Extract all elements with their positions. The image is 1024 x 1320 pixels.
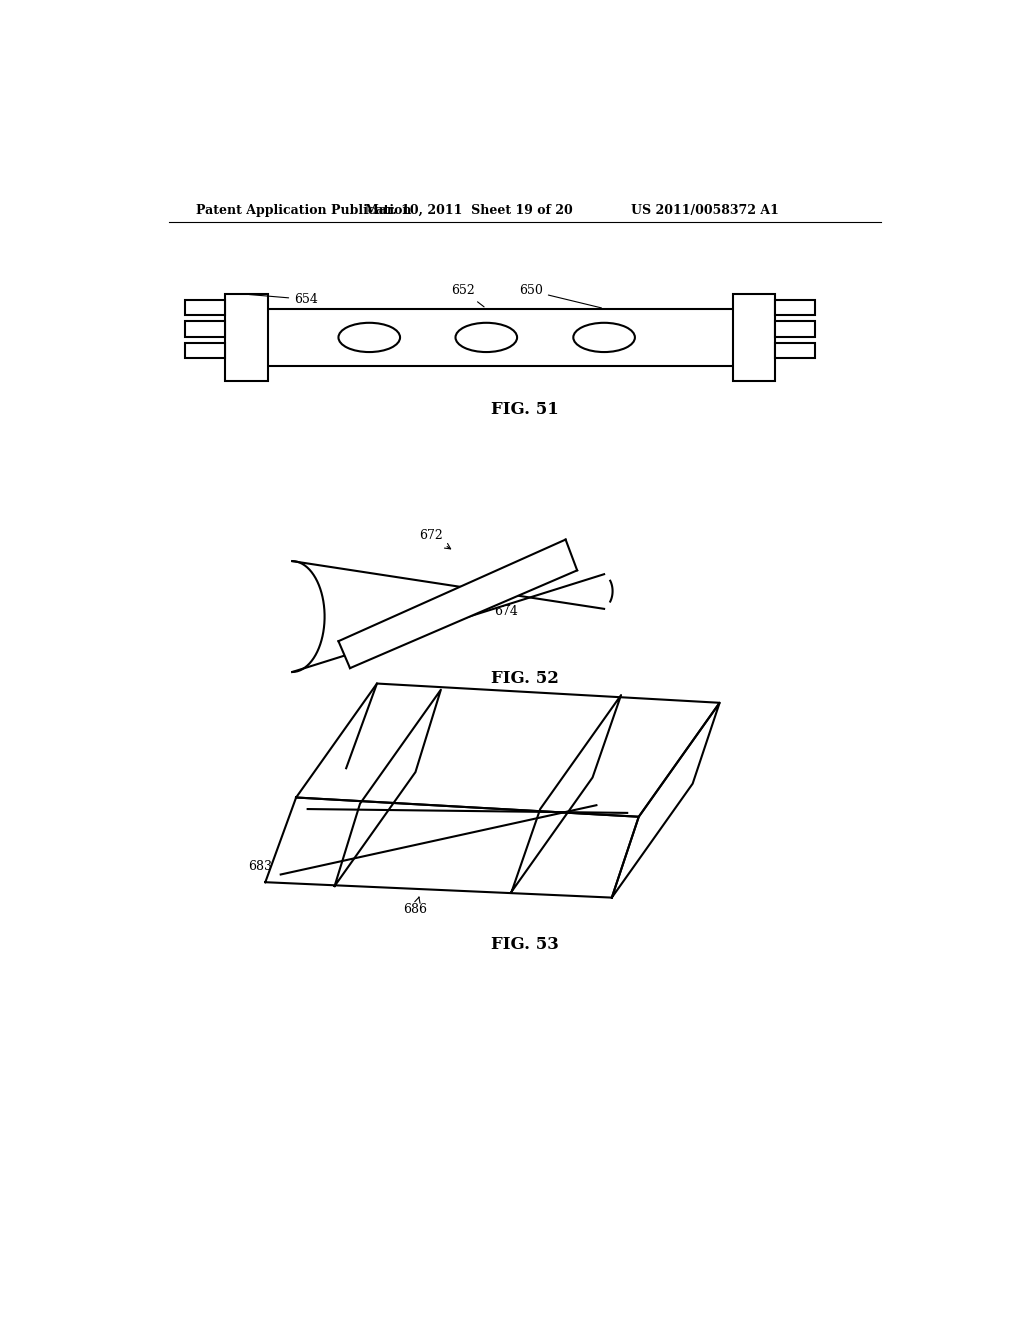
Text: 683: 683 (248, 861, 272, 874)
Polygon shape (265, 797, 639, 898)
Text: FIG. 51: FIG. 51 (490, 401, 559, 418)
Text: 678: 678 (336, 760, 361, 788)
Text: US 2011/0058372 A1: US 2011/0058372 A1 (631, 205, 779, 218)
Polygon shape (292, 561, 604, 672)
Text: 656: 656 (202, 319, 225, 338)
Text: 682: 682 (587, 743, 612, 768)
Text: 652: 652 (452, 284, 484, 306)
Ellipse shape (456, 323, 517, 352)
Text: FIG. 52: FIG. 52 (490, 671, 559, 688)
Text: Mar. 10, 2011  Sheet 19 of 20: Mar. 10, 2011 Sheet 19 of 20 (366, 205, 573, 218)
Text: 680: 680 (496, 869, 520, 880)
Text: Patent Application Publication: Patent Application Publication (196, 205, 412, 218)
Ellipse shape (573, 323, 635, 352)
Bar (185, 321, 225, 337)
Polygon shape (339, 540, 578, 668)
Ellipse shape (339, 323, 400, 352)
Text: FIG. 53: FIG. 53 (490, 936, 559, 953)
Bar (225, 294, 267, 380)
Text: 686: 686 (403, 896, 427, 916)
Bar (733, 294, 775, 380)
Polygon shape (611, 702, 720, 898)
Text: 650: 650 (519, 284, 601, 308)
Bar (775, 321, 815, 337)
Bar (775, 343, 815, 358)
Text: 684: 684 (430, 822, 455, 838)
Text: 674: 674 (495, 599, 518, 618)
Text: 672: 672 (419, 529, 451, 549)
Text: 654: 654 (249, 293, 318, 306)
Bar (185, 343, 225, 358)
Bar (775, 300, 815, 315)
Polygon shape (296, 684, 720, 817)
Bar (185, 300, 225, 315)
Text: 670: 670 (310, 587, 350, 611)
Bar (265, 309, 735, 367)
